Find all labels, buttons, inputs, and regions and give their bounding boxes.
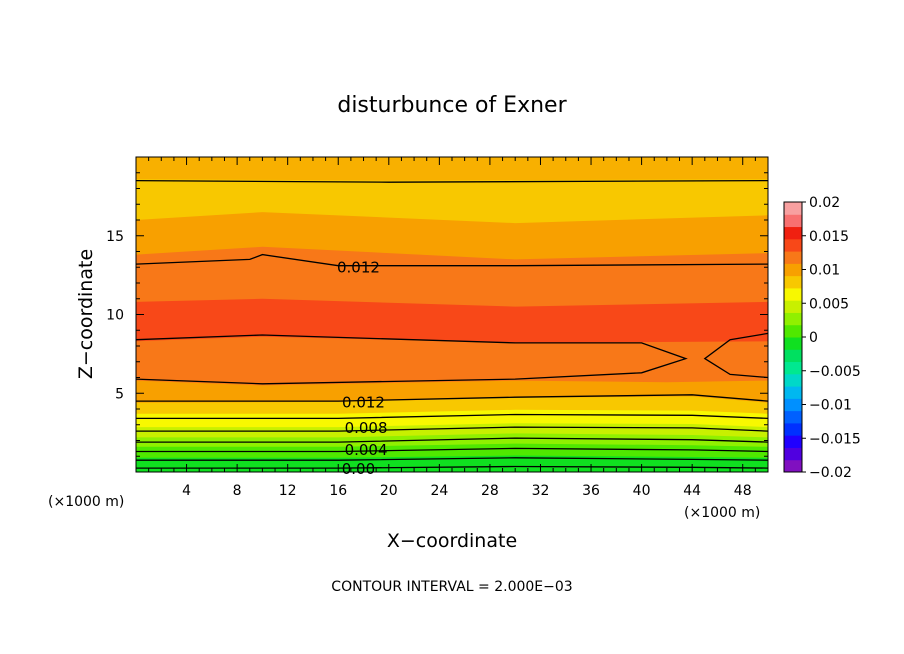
x-unit-right: (×1000 m) xyxy=(684,505,760,521)
x-axis: 4 8 12 16 20 24 28 32 36 40 44 48 xyxy=(148,157,756,499)
x-tick-label: 4 xyxy=(182,483,191,499)
x-tick-label: 16 xyxy=(329,483,347,499)
colorbar-label: −0.01 xyxy=(809,398,852,414)
x-tick-label: 28 xyxy=(481,483,499,499)
contour-interval-note: CONTOUR INTERVAL = 2.000E−03 xyxy=(331,579,572,595)
chart-title: disturbunce of Exner xyxy=(337,93,567,118)
colorbar-swatch xyxy=(784,251,802,264)
y-tick-label: 15 xyxy=(106,229,124,245)
colorbar-swatch xyxy=(784,398,802,412)
colorbar-swatch xyxy=(784,447,802,461)
contour-line xyxy=(136,437,768,443)
colorbar-swatch xyxy=(784,349,802,363)
contour-line xyxy=(136,394,768,402)
colorbar-swatch xyxy=(784,287,802,301)
contour-label: 0.012 xyxy=(342,394,385,412)
colorbar-label: 0.015 xyxy=(809,229,849,245)
colorbar-swatch xyxy=(784,410,802,424)
colorbar-label: 0.005 xyxy=(809,296,849,312)
contour-line xyxy=(136,334,688,385)
contour-line xyxy=(136,457,768,461)
x-tick-label: 40 xyxy=(633,483,651,499)
colorbar-label: −0.02 xyxy=(809,465,852,481)
colorbar-label: 0 xyxy=(809,330,818,346)
x-axis-label: X−coordinate xyxy=(387,530,517,552)
colorbar-swatch xyxy=(784,373,802,387)
contour-line xyxy=(136,426,768,432)
colorbar-label: −0.005 xyxy=(809,364,861,380)
colorbar-swatch xyxy=(784,324,802,338)
x-tick-label: 44 xyxy=(683,483,701,499)
colorbar-swatch xyxy=(784,275,802,289)
colorbar-swatch xyxy=(784,226,802,240)
colorbar-swatch xyxy=(784,459,802,473)
colorbar-swatch xyxy=(784,435,802,448)
contour-line xyxy=(136,253,768,267)
colorbar-swatch xyxy=(784,337,802,350)
colorbar-swatch xyxy=(784,238,802,252)
x-tick-label: 32 xyxy=(532,483,550,499)
colorbar-swatch xyxy=(784,263,802,277)
x-tick-label: 48 xyxy=(734,483,752,499)
contour-line xyxy=(136,465,768,469)
contour-label: 0.004 xyxy=(345,441,388,459)
colorbar-swatch xyxy=(784,386,802,399)
x-tick-label: 36 xyxy=(582,483,600,499)
filled-contours xyxy=(136,157,768,472)
x-tick-label: 20 xyxy=(380,483,398,499)
colorbar-swatch xyxy=(784,312,802,326)
contour-line xyxy=(703,332,768,379)
x-tick-label: 24 xyxy=(430,483,448,499)
colorbar-swatch xyxy=(784,202,802,215)
contour-band xyxy=(136,157,768,181)
y-axis: 5 10 15 xyxy=(106,172,768,457)
contour-lines xyxy=(136,179,768,469)
contour-label: 0.008 xyxy=(345,419,388,437)
contour-line xyxy=(136,447,768,453)
colorbar-swatch xyxy=(784,361,802,375)
colorbar: 0.02 0.015 0.01 0.005 0 −0.005 −0.01 −0.015 −0.0… xyxy=(783,195,861,481)
y-tick-label: 5 xyxy=(115,386,124,402)
colorbar-label: −0.015 xyxy=(809,431,861,447)
colorbar-swatch xyxy=(784,422,802,436)
x-unit-left: (×1000 m) xyxy=(48,494,124,510)
x-tick-label: 12 xyxy=(279,483,297,499)
x-tick-label: 8 xyxy=(233,483,242,499)
colorbar-label: 0.02 xyxy=(809,195,840,211)
y-tick-label: 10 xyxy=(106,308,124,324)
colorbar-swatch xyxy=(784,300,802,313)
colorbar-swatch xyxy=(784,214,802,228)
colorbar-label: 0.01 xyxy=(809,263,840,279)
contour-label: 0.012 xyxy=(337,258,380,276)
contour-line xyxy=(136,413,768,420)
contour-label: 0.00 xyxy=(342,460,375,478)
contour-line xyxy=(136,179,768,183)
y-axis-label: Z−coordinate xyxy=(75,249,97,379)
